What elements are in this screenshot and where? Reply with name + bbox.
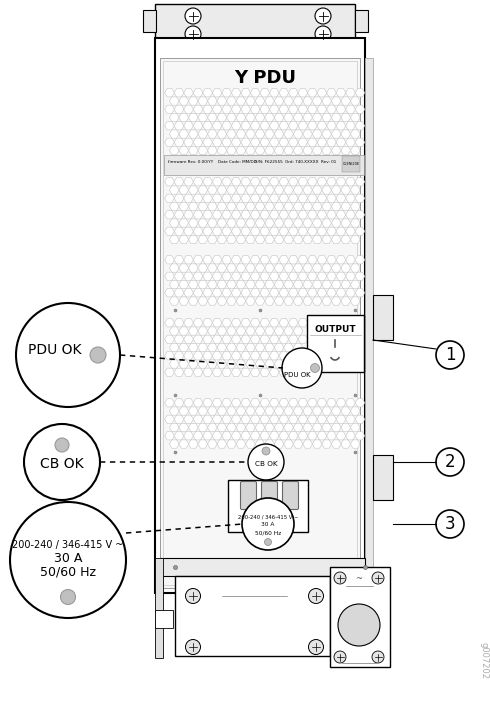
Text: g007202: g007202: [480, 642, 489, 679]
Text: OUTPUT: OUTPUT: [314, 324, 356, 334]
FancyBboxPatch shape: [373, 455, 393, 500]
Circle shape: [248, 444, 284, 480]
Text: 3: 3: [445, 515, 455, 533]
Text: CB OK: CB OK: [255, 461, 277, 467]
Circle shape: [282, 348, 322, 388]
Circle shape: [309, 589, 323, 604]
Text: CB OK: CB OK: [40, 457, 84, 471]
Circle shape: [90, 347, 106, 363]
Circle shape: [10, 502, 126, 618]
Text: PDU OK: PDU OK: [284, 372, 310, 378]
FancyBboxPatch shape: [155, 558, 163, 658]
FancyBboxPatch shape: [175, 576, 330, 656]
Circle shape: [309, 639, 323, 654]
FancyBboxPatch shape: [155, 38, 365, 593]
Text: ~: ~: [356, 574, 363, 583]
Text: 30 A: 30 A: [261, 523, 275, 528]
FancyBboxPatch shape: [283, 481, 298, 510]
Text: Y PDU: Y PDU: [234, 69, 296, 87]
Circle shape: [311, 364, 319, 372]
Text: S/N: F622555: S/N: F622555: [255, 160, 283, 164]
Circle shape: [262, 447, 270, 455]
FancyBboxPatch shape: [160, 58, 360, 588]
Text: 200-240 / 346-415 V ~: 200-240 / 346-415 V ~: [238, 515, 298, 520]
FancyBboxPatch shape: [155, 4, 355, 39]
Circle shape: [315, 8, 331, 24]
Text: Ord: 740-XXXXX  Rev: 01: Ord: 740-XXXXX Rev: 01: [285, 160, 336, 164]
Circle shape: [265, 538, 271, 546]
Text: 200-240 / 346-415 V ~: 200-240 / 346-415 V ~: [12, 540, 123, 550]
Circle shape: [315, 26, 331, 42]
Text: 1: 1: [445, 346, 455, 364]
Circle shape: [372, 651, 384, 663]
Circle shape: [186, 589, 200, 604]
Circle shape: [24, 424, 100, 500]
Circle shape: [334, 572, 346, 584]
Circle shape: [372, 572, 384, 584]
Circle shape: [436, 510, 464, 538]
Circle shape: [186, 639, 200, 654]
Circle shape: [436, 448, 464, 476]
FancyBboxPatch shape: [330, 567, 390, 667]
Text: Date Code: MM/DD: Date Code: MM/DD: [218, 160, 257, 164]
Text: 2: 2: [445, 453, 455, 471]
Circle shape: [60, 589, 75, 604]
Text: firmware Rev: 0.00/YY: firmware Rev: 0.00/YY: [168, 160, 213, 164]
FancyBboxPatch shape: [228, 480, 308, 532]
FancyBboxPatch shape: [155, 610, 173, 628]
Text: PDU OK: PDU OK: [28, 343, 82, 357]
Circle shape: [55, 438, 69, 452]
FancyBboxPatch shape: [143, 10, 156, 32]
Circle shape: [338, 604, 380, 646]
Circle shape: [334, 651, 346, 663]
FancyBboxPatch shape: [307, 315, 364, 372]
FancyBboxPatch shape: [163, 61, 357, 585]
Text: 50/60 Hz: 50/60 Hz: [255, 531, 281, 536]
Text: 30 A: 30 A: [54, 551, 82, 564]
FancyBboxPatch shape: [373, 295, 393, 340]
FancyBboxPatch shape: [355, 10, 368, 32]
Text: CLENI20E: CLENI20E: [343, 162, 360, 166]
FancyBboxPatch shape: [160, 558, 365, 576]
FancyBboxPatch shape: [365, 58, 373, 588]
FancyBboxPatch shape: [164, 155, 364, 175]
Circle shape: [242, 498, 294, 550]
FancyBboxPatch shape: [262, 481, 277, 510]
Circle shape: [436, 341, 464, 369]
Circle shape: [16, 303, 120, 407]
FancyBboxPatch shape: [342, 156, 360, 172]
Circle shape: [185, 26, 201, 42]
Text: 50/60 Hz: 50/60 Hz: [40, 566, 96, 579]
FancyBboxPatch shape: [241, 481, 256, 510]
Circle shape: [185, 8, 201, 24]
